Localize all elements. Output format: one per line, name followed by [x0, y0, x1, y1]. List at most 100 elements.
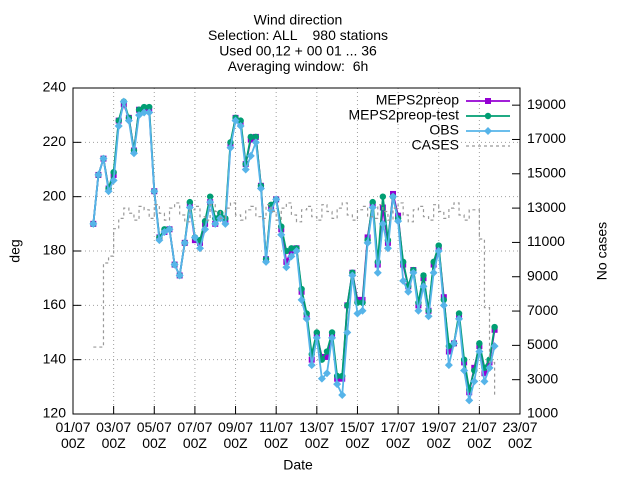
point	[363, 238, 372, 247]
point	[307, 361, 316, 370]
x-tick-label: 23/07 00Z	[502, 419, 537, 451]
y-tick-label: 140	[43, 350, 67, 366]
point	[420, 272, 427, 279]
legend-marker	[484, 112, 492, 120]
point	[124, 116, 133, 125]
point	[358, 306, 367, 315]
y-tick-label: 180	[43, 242, 67, 258]
point	[383, 244, 392, 253]
point	[292, 247, 301, 255]
point	[170, 260, 179, 269]
point	[94, 170, 103, 179]
chart-title: Used 00,12 + 00 01 ... 36	[219, 43, 377, 59]
point	[445, 348, 452, 355]
point	[476, 340, 483, 347]
point	[272, 195, 281, 204]
x-tick-label: 03/07 00Z	[96, 419, 131, 451]
point	[99, 154, 108, 163]
x-axis-label: Date	[283, 457, 313, 473]
point	[485, 363, 494, 372]
point	[348, 271, 357, 280]
point	[211, 219, 220, 228]
point	[262, 257, 271, 266]
chart-title: Selection: ALL 980 stations	[208, 27, 388, 43]
point	[369, 198, 376, 206]
point	[322, 369, 331, 378]
x-tick-label: 19/07 00Z	[421, 419, 456, 451]
y2-tick-label: 13000	[527, 199, 566, 215]
point	[288, 245, 295, 252]
y2-tick-label: 3000	[527, 370, 558, 386]
x-tick-label: 13/07 00Z	[299, 419, 334, 451]
point	[114, 122, 123, 131]
legend-marker	[485, 98, 491, 104]
point	[424, 312, 433, 321]
point	[180, 238, 189, 247]
x-tick-label: 09/07 00Z	[218, 419, 253, 451]
point	[302, 314, 311, 323]
legend-marker	[484, 127, 492, 135]
point	[109, 176, 118, 185]
x-tick-label: 01/07 00Z	[55, 419, 90, 451]
point	[277, 230, 286, 239]
point	[414, 306, 423, 315]
point	[389, 192, 398, 201]
point	[247, 133, 254, 141]
y-tick-label: 200	[43, 187, 67, 203]
x-tick-label: 05/07 00Z	[137, 419, 172, 451]
point	[491, 323, 498, 331]
point	[226, 143, 235, 152]
point	[317, 374, 326, 383]
point	[399, 276, 408, 285]
x-tick-label: 15/07 00Z	[340, 419, 375, 451]
point	[129, 149, 138, 158]
point	[323, 348, 331, 355]
point	[150, 187, 159, 196]
y2-tick-label: 17000	[527, 130, 566, 146]
chart-title: Averaging window: 6h	[228, 58, 369, 74]
legend-label: CASES	[412, 137, 459, 153]
point	[140, 103, 148, 111]
point	[195, 244, 204, 253]
point	[475, 347, 484, 356]
x-tick-label: 11/07 00Z	[259, 419, 293, 451]
point	[323, 353, 330, 360]
point	[455, 314, 464, 323]
point	[481, 370, 488, 377]
y-tick-label: 160	[43, 296, 67, 312]
y2-tick-label: 15000	[527, 164, 566, 180]
point	[379, 193, 387, 200]
point	[267, 206, 276, 215]
point	[145, 103, 153, 111]
point	[119, 97, 128, 106]
point	[175, 271, 184, 280]
y2-tick-label: 1000	[527, 405, 558, 421]
point	[221, 219, 230, 228]
point	[241, 165, 250, 174]
point	[165, 225, 174, 234]
y-tick-label: 220	[43, 133, 67, 149]
point	[490, 342, 499, 351]
y2-tick-label: 5000	[527, 336, 558, 352]
point	[206, 193, 214, 200]
point	[145, 108, 154, 117]
point	[439, 301, 448, 310]
point	[328, 329, 336, 336]
point	[435, 242, 442, 249]
point	[246, 151, 255, 160]
point	[282, 263, 291, 272]
point	[455, 310, 463, 317]
y2-tick-label: 19000	[527, 96, 566, 112]
point	[444, 361, 453, 370]
point	[206, 198, 215, 207]
y2-axis-label: No cases	[594, 222, 610, 280]
series-line	[93, 202, 496, 397]
point	[231, 116, 240, 125]
point	[378, 219, 387, 228]
point	[449, 339, 458, 348]
plot-border	[72, 87, 521, 415]
y2-tick-label: 9000	[527, 267, 558, 283]
point	[465, 396, 474, 405]
point	[155, 236, 164, 245]
